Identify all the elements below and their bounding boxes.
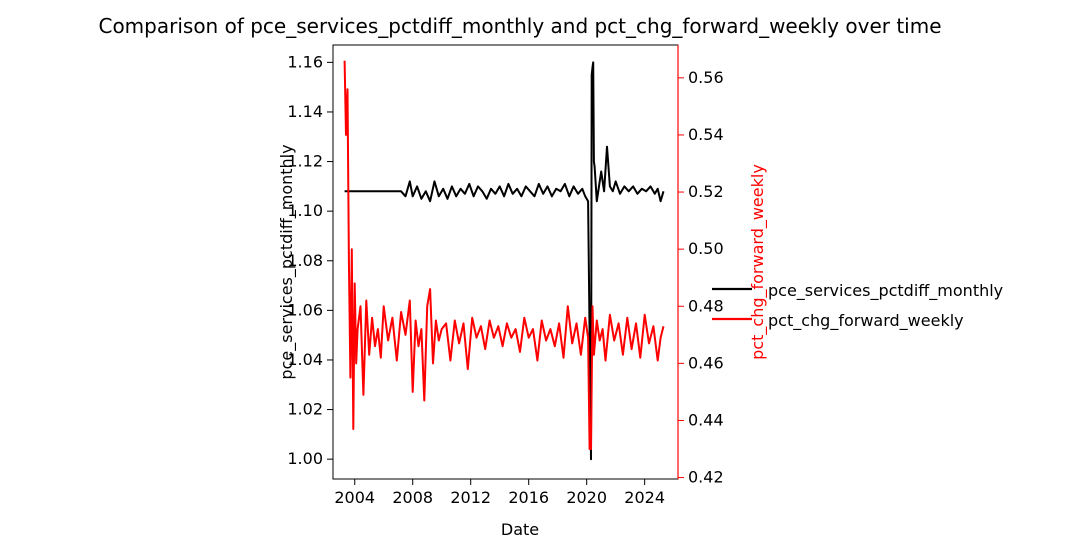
right-y-tick-label: 0.46 xyxy=(688,353,724,372)
left-y-tick-label: 1.12 xyxy=(287,152,323,171)
plot-area: 2004 2008 2012 2016 2020 2024 1.001.021.041.0… xyxy=(287,44,724,507)
right-y-axis-ticks: 0.42 0.44 0.46 0.48 0.50 0.52 0.54 0.56 xyxy=(678,68,724,487)
x-tick-label: 2016 xyxy=(508,488,549,507)
series-line-pct-chg-forward-weekly xyxy=(343,60,665,450)
right-y-tick-label: 0.54 xyxy=(688,125,724,144)
right-y-tick-label: 0.50 xyxy=(688,239,724,258)
right-y-tick-label: 0.42 xyxy=(688,468,724,487)
left-y-tick-label: 1.16 xyxy=(287,52,323,71)
right-y-tick-label: 0.52 xyxy=(688,182,724,201)
left-y-tick-label: 1.14 xyxy=(287,102,323,121)
chart-title: Comparison of pce_services_pctdiff_month… xyxy=(98,14,941,38)
plot-frame xyxy=(332,44,679,480)
x-axis-ticks: 2004 2008 2012 2016 2020 2024 xyxy=(334,479,665,507)
right-y-axis-label: pct_chg_forward_weekly xyxy=(748,164,768,360)
x-tick-label: 2008 xyxy=(392,488,433,507)
x-axis-label: Date xyxy=(501,520,539,539)
right-y-tick-label: 0.48 xyxy=(688,296,724,315)
left-y-axis-ticks: 1.00 1.02 1.04 1.06 1.08 1.10 1.12 1.14 1.16 xyxy=(287,52,333,468)
left-y-tick-label: 1.08 xyxy=(287,251,323,270)
x-tick-label: 2012 xyxy=(450,488,491,507)
left-y-tick-label: 1.04 xyxy=(287,350,323,369)
legend: pce_services_pctdiff_monthly pct_chg_for… xyxy=(712,281,1003,331)
left-y-tick-label: 1.06 xyxy=(287,300,323,319)
left-y-tick-label: 1.02 xyxy=(287,400,323,419)
x-tick-label: 2020 xyxy=(566,488,607,507)
left-y-axis-label: pce_services_pctdiff_monthly xyxy=(277,144,297,379)
right-y-tick-label: 0.44 xyxy=(688,410,724,429)
legend-label-pct-chg-forward: pct_chg_forward_weekly xyxy=(768,311,964,331)
x-tick-label: 2024 xyxy=(624,488,665,507)
legend-label-pce-services: pce_services_pctdiff_monthly xyxy=(768,281,1003,301)
series-line-pce-services-pctdiff-monthly xyxy=(344,61,665,461)
x-tick-label: 2004 xyxy=(334,488,375,507)
left-y-tick-label: 1.10 xyxy=(287,201,323,220)
left-y-tick-label: 1.00 xyxy=(287,449,323,468)
right-y-tick-label: 0.56 xyxy=(688,68,724,87)
series-layer xyxy=(343,60,665,461)
